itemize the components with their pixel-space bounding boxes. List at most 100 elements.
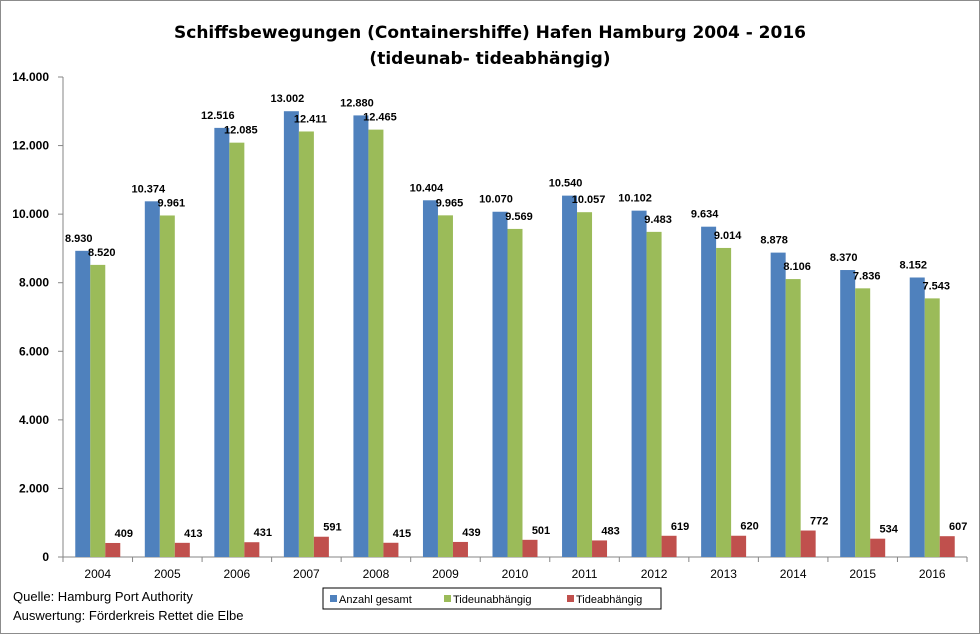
y-tick-label: 6.000: [19, 344, 49, 358]
x-tick-label: 2011: [572, 567, 598, 581]
data-label: 501: [532, 525, 550, 537]
data-label: 10.374: [131, 183, 166, 195]
legend-swatch: [444, 595, 451, 602]
legend-swatch: [567, 595, 574, 602]
data-label: 10.102: [618, 193, 652, 205]
bar-0-6: [492, 211, 508, 557]
data-label: 439: [462, 527, 480, 539]
data-label: 431: [254, 527, 272, 539]
x-tick-label: 2009: [432, 567, 459, 581]
data-label: 12.085: [224, 125, 258, 137]
x-axis: 2004 2005 2006 2007 2008 2009 2010 2011 2012 2013…: [62, 556, 968, 581]
y-tick-label: 0: [42, 550, 49, 564]
y-tick-label: 2.000: [19, 481, 49, 495]
bar-0-3: [283, 111, 299, 558]
data-label: 619: [671, 521, 689, 533]
x-tick-label: 2008: [363, 567, 390, 581]
bar-0-12: [909, 277, 925, 557]
x-tick-label: 2007: [293, 567, 320, 581]
data-label: 12.516: [201, 110, 235, 122]
x-tick-label: 2013: [710, 567, 737, 581]
bar-2-12: [939, 536, 955, 557]
x-tick-label: 2014: [780, 567, 807, 581]
data-label: 8.878: [760, 235, 788, 247]
data-label: 7.543: [922, 280, 950, 292]
legend-label: Tideunabhängig: [453, 594, 532, 606]
data-label: 10.404: [410, 182, 445, 194]
y-tick-label: 8.000: [19, 276, 49, 290]
data-label: 10.070: [479, 194, 513, 206]
x-tick-label: 2004: [84, 567, 111, 581]
x-tick-label: 2016: [919, 567, 946, 581]
bar-1-7: [577, 212, 593, 557]
bar-0-7: [562, 195, 578, 557]
chart-subtitle: (tideunab- tideabhängig): [369, 49, 610, 69]
data-label: 413: [184, 528, 202, 540]
bar-0-11: [840, 270, 856, 557]
y-tick-label: 12.000: [12, 139, 49, 153]
bar-2-5: [452, 541, 468, 557]
bar-1-12: [924, 298, 940, 557]
bar-0-2: [214, 127, 230, 557]
data-label: 8.152: [899, 260, 927, 272]
x-tick-label: 2010: [502, 567, 529, 581]
bar-0-0: [75, 250, 91, 558]
data-label: 12.880: [340, 97, 374, 109]
chart-title: Schiffsbewegungen (Containershiffe) Hafe…: [174, 23, 806, 43]
bar-2-8: [661, 535, 677, 557]
legend-label: Tideabhängig: [576, 594, 642, 606]
data-label: 9.634: [691, 209, 719, 221]
legend-box: [322, 587, 662, 610]
bars-group: [75, 111, 955, 558]
bar-1-8: [646, 231, 662, 557]
bar-1-9: [716, 247, 732, 557]
data-label: 10.057: [572, 194, 606, 206]
data-labels-group: 8.930 10.374 12.516 13.002 12.880 10.404 10.07…: [65, 93, 967, 540]
data-label: 9.965: [436, 197, 464, 209]
data-label: 9.569: [505, 211, 533, 223]
data-label: 8.930: [65, 233, 93, 245]
data-label: 7.836: [853, 270, 881, 282]
bar-1-2: [229, 142, 245, 557]
legend: Anzahl gesamt Tideunabhängig Tideabhängig: [322, 587, 662, 610]
analysis-note: Auswertung: Förderkreis Rettet die Elbe: [13, 608, 244, 623]
data-label: 415: [393, 528, 411, 540]
data-label: 9.961: [158, 197, 186, 209]
bar-0-9: [701, 226, 717, 558]
x-tick-label: 2005: [154, 567, 181, 581]
bar-0-4: [353, 115, 369, 558]
data-label: 10.540: [549, 178, 583, 190]
x-tick-label: 2006: [223, 567, 250, 581]
data-label: 409: [115, 528, 133, 540]
data-label: 620: [740, 521, 758, 533]
data-label: 534: [880, 524, 899, 536]
legend-label: Anzahl gesamt: [339, 594, 412, 606]
y-tick-label: 14.000: [12, 70, 49, 84]
x-tick-label: 2015: [849, 567, 876, 581]
data-label: 12.411: [294, 113, 327, 125]
y-axis: 0 2.000 4.000 6.000 8.000 10.000 12.000 14.000: [12, 70, 64, 564]
data-label: 8.520: [88, 247, 116, 259]
bar-1-10: [785, 279, 801, 557]
bar-1-0: [90, 264, 106, 557]
bar-1-5: [437, 215, 453, 558]
bar-0-1: [144, 201, 160, 557]
bar-1-6: [507, 228, 523, 558]
bar-0-10: [770, 252, 786, 557]
bar-2-11: [870, 538, 886, 557]
data-label: 8.106: [783, 261, 811, 273]
data-label: 13.002: [271, 93, 305, 105]
bar-1-1: [159, 215, 175, 558]
bar-1-11: [855, 288, 871, 557]
data-label: 8.370: [830, 252, 858, 264]
bar-2-4: [383, 542, 399, 557]
bar-2-10: [800, 530, 816, 557]
source-note: Quelle: Hamburg Port Authority: [13, 589, 193, 604]
data-label: 772: [810, 516, 828, 528]
bar-2-7: [592, 540, 608, 557]
data-label: 9.483: [644, 214, 672, 226]
bar-0-8: [631, 210, 647, 557]
bar-1-3: [298, 131, 314, 558]
bar-2-0: [105, 542, 121, 557]
